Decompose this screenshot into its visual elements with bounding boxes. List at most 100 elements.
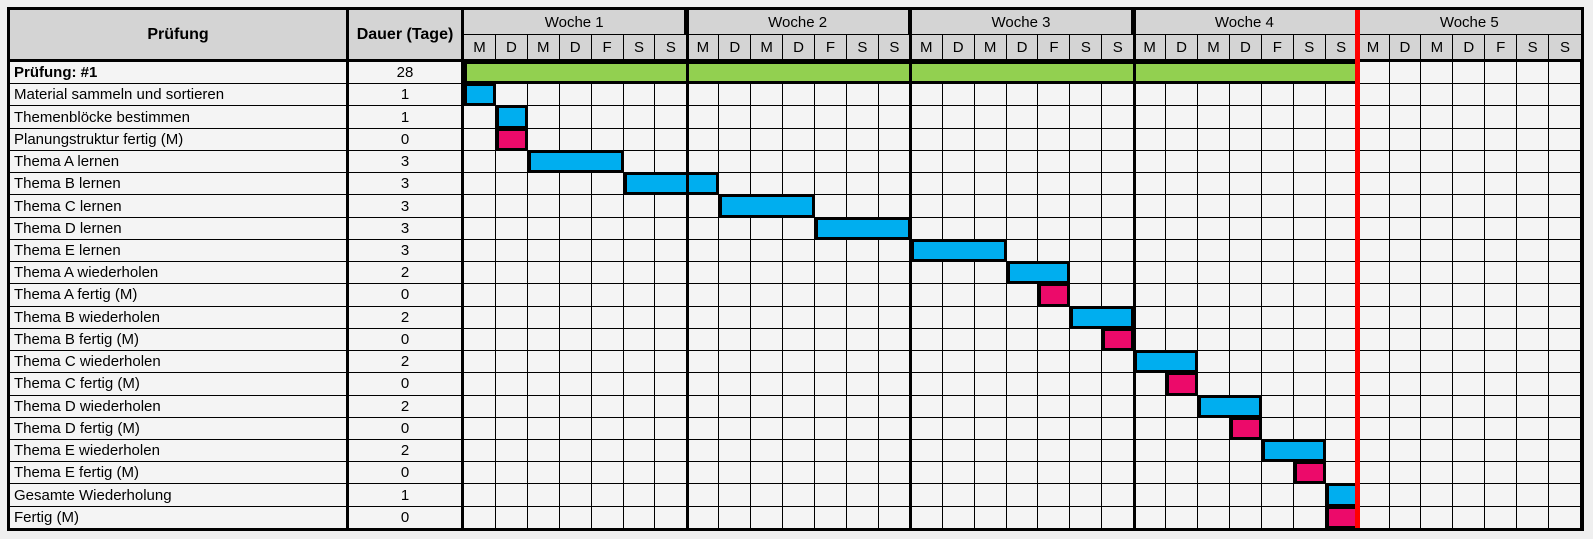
day-cell <box>624 417 656 439</box>
day-cell <box>751 128 784 150</box>
day-cell <box>1294 217 1326 239</box>
task-duration-cell[interactable]: 2 <box>346 306 464 328</box>
task-bar <box>1198 394 1262 418</box>
day-cell <box>1294 306 1326 328</box>
day-cell <box>624 395 656 417</box>
task-name-cell[interactable]: Thema E fertig (M) <box>14 464 140 482</box>
task-name-cell[interactable]: Thema C fertig (M) <box>14 375 140 393</box>
day-cell <box>528 439 560 462</box>
day-cell <box>1007 128 1039 150</box>
task-duration-cell[interactable]: 0 <box>346 328 464 351</box>
day-cell <box>560 417 592 439</box>
day-cell <box>496 173 528 195</box>
task-name-cell[interactable]: Thema E wiederholen <box>14 442 160 460</box>
day-cell <box>879 351 911 373</box>
task-name-cell[interactable]: Planungstruktur fertig (M) <box>14 130 184 148</box>
task-name-cell[interactable]: Thema E lernen <box>14 241 121 259</box>
task-timeline <box>464 505 1581 529</box>
task-duration-cell[interactable]: 3 <box>346 239 464 262</box>
day-cell <box>1070 328 1103 351</box>
task-duration-cell[interactable]: 0 <box>346 128 464 150</box>
day-cell <box>879 106 911 128</box>
day-cell <box>1421 306 1454 328</box>
day-cell <box>496 417 528 439</box>
day-cell <box>1358 262 1390 284</box>
task-name-cell[interactable]: Thema D lernen <box>14 219 122 237</box>
day-cell <box>1134 506 1167 528</box>
day-cell <box>1390 373 1422 395</box>
task-duration-cell[interactable]: 0 <box>346 284 464 306</box>
day-cell <box>1294 506 1326 528</box>
day-cell <box>655 484 688 506</box>
day-cell <box>1038 306 1071 328</box>
day-cell <box>1038 128 1071 150</box>
day-cell <box>1421 262 1454 284</box>
day-cell <box>1102 150 1135 173</box>
week-separator <box>685 10 689 528</box>
task-timeline <box>464 127 1581 151</box>
day-cell <box>911 462 943 484</box>
task-duration-cell[interactable]: 28 <box>346 62 464 84</box>
day-cell <box>1453 173 1486 195</box>
task-name-cell[interactable]: Thema A lernen <box>14 153 120 171</box>
day-cell <box>1326 173 1358 195</box>
day-cell <box>783 351 816 373</box>
task-duration-cell[interactable]: 2 <box>346 395 464 417</box>
task-name-cell[interactable]: Thema D wiederholen <box>14 397 161 415</box>
day-cell <box>1390 395 1422 417</box>
task-duration-cell[interactable]: 3 <box>346 173 464 195</box>
day-cell <box>1421 373 1454 395</box>
day-cell <box>1358 217 1390 239</box>
day-cell <box>1262 328 1294 351</box>
task-duration-cell[interactable]: 2 <box>346 351 464 373</box>
day-cell <box>687 351 720 373</box>
task-duration-cell[interactable]: 3 <box>346 195 464 217</box>
day-cell <box>592 239 624 262</box>
task-name-cell[interactable]: Prüfung: #1 <box>14 64 98 82</box>
day-header: S <box>624 35 656 59</box>
day-cell <box>783 484 816 506</box>
day-cell <box>1198 195 1230 217</box>
day-header: S <box>655 35 688 59</box>
task-name-cell[interactable]: Thema C wiederholen <box>14 353 161 371</box>
task-name-cell[interactable]: Themenblöcke bestimmen <box>14 108 190 126</box>
task-duration-cell[interactable]: 2 <box>346 262 464 284</box>
task-name-cell[interactable]: Thema B lernen <box>14 175 121 193</box>
day-cell <box>719 217 752 239</box>
task-duration-cell[interactable]: 2 <box>346 439 464 462</box>
gantt-table: Prüfung Dauer (Tage) Woche 1 Woche 2 Woche… <box>7 7 1584 531</box>
task-duration-cell[interactable]: 3 <box>346 217 464 239</box>
task-duration-cell[interactable]: 1 <box>346 484 464 506</box>
task-duration-cell[interactable]: 0 <box>346 506 464 528</box>
day-cell <box>655 439 688 462</box>
task-name-cell[interactable]: Material sammeln und sortieren <box>14 86 225 104</box>
task-duration-cell[interactable]: 0 <box>346 462 464 484</box>
task-name-cell[interactable]: Gesamte Wiederholung <box>14 486 172 504</box>
day-cell <box>1262 150 1294 173</box>
task-duration-cell[interactable]: 1 <box>346 84 464 106</box>
day-cell <box>1134 128 1167 150</box>
day-cell <box>879 373 911 395</box>
task-duration-cell[interactable]: 0 <box>346 373 464 395</box>
day-cell <box>847 173 879 195</box>
milestone-bar <box>1102 327 1135 352</box>
day-cell <box>560 239 592 262</box>
task-name-cell[interactable]: Thema B wiederholen <box>14 308 160 326</box>
day-cell <box>815 484 847 506</box>
task-row: Thema A fertig (M) 0 <box>10 283 1581 307</box>
task-duration-cell[interactable]: 0 <box>346 417 464 439</box>
day-cell <box>1549 239 1581 262</box>
day-cell <box>528 484 560 506</box>
task-name-cell[interactable]: Thema A fertig (M) <box>14 286 138 304</box>
task-name-cell[interactable]: Thema D fertig (M) <box>14 419 140 437</box>
day-cell <box>687 484 720 506</box>
day-cell <box>1166 262 1199 284</box>
task-duration-cell[interactable]: 1 <box>346 106 464 128</box>
task-name-cell[interactable]: Thema B fertig (M) <box>14 330 140 348</box>
task-name-cell[interactable]: Fertig (M) <box>14 508 79 526</box>
task-row: Fertig (M) 0 <box>10 505 1581 529</box>
task-duration-cell[interactable]: 3 <box>346 150 464 173</box>
task-name-cell[interactable]: Thema A wiederholen <box>14 264 159 282</box>
task-name-cell[interactable]: Thema C lernen <box>14 197 122 215</box>
